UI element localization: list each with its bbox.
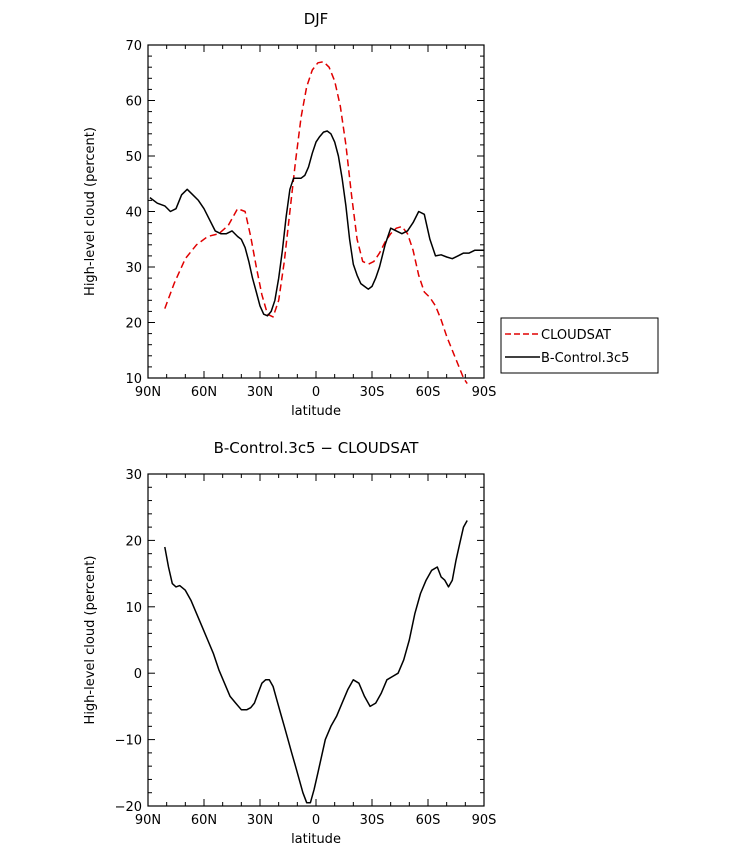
x-tick-label: 90N: [135, 385, 161, 400]
x-tick-label: 60N: [191, 813, 217, 828]
top-chart-panel: DJF 90N 60N 30N 0 30S 60S 90S 10 20 30 40 50 60 70 la…: [83, 10, 496, 419]
y-tick-label: 40: [125, 206, 142, 221]
x-tick-label: 90S: [472, 813, 497, 828]
y-tick-label: 60: [125, 95, 142, 110]
legend-box: [500, 317, 659, 374]
y-tick-label: 50: [125, 150, 142, 165]
top-chart-title: DJF: [304, 10, 329, 28]
bottom-chart-x-axis-title: latitude: [291, 832, 341, 847]
x-tick-label: 90S: [472, 385, 497, 400]
y-tick-label: −20: [115, 800, 142, 815]
y-tick-label: 10: [125, 601, 142, 616]
x-tick-label: 90N: [135, 813, 161, 828]
x-tick-label: 30N: [247, 813, 273, 828]
series-line-cloudsat: [164, 60, 468, 385]
x-tick-label: 60S: [416, 813, 441, 828]
y-tick-label: 30: [125, 468, 142, 483]
x-tick-label: 60N: [191, 385, 217, 400]
series-line-difference: [164, 520, 468, 804]
legend-label-cloudsat: CLOUDSAT: [541, 328, 611, 343]
x-tick-label: 0: [312, 813, 320, 828]
y-tick-label: −10: [115, 734, 142, 749]
y-tick-label: 20: [125, 534, 142, 549]
legend-label-control: B-Control.3c5: [541, 351, 629, 366]
bottom-chart-y-axis-title: High-level cloud (percent): [83, 556, 98, 725]
y-tick-label: 70: [125, 39, 142, 54]
x-tick-label: 60S: [416, 385, 441, 400]
y-tick-label: 0: [134, 667, 142, 682]
top-chart-plot-frame: [147, 44, 485, 379]
y-tick-label: 20: [125, 317, 142, 332]
y-tick-label: 30: [125, 261, 142, 276]
bottom-chart-title: B-Control.3c5 − CLOUDSAT: [214, 439, 420, 457]
x-tick-label: 0: [312, 385, 320, 400]
top-chart-y-axis-title: High-level cloud (percent): [83, 127, 98, 296]
bottom-chart-panel: B-Control.3c5 − CLOUDSAT 90N 60N 30N 0 30S 60…: [83, 439, 496, 847]
x-tick-label: 30S: [360, 385, 385, 400]
y-tick-label: 10: [125, 372, 142, 387]
top-chart-x-axis-title: latitude: [291, 404, 341, 419]
series-line-control: [149, 130, 484, 317]
x-tick-label: 30N: [247, 385, 273, 400]
legend: CLOUDSAT B-Control.3c5: [500, 317, 659, 374]
bottom-chart-plot-frame: [147, 473, 485, 807]
x-tick-label: 30S: [360, 813, 385, 828]
